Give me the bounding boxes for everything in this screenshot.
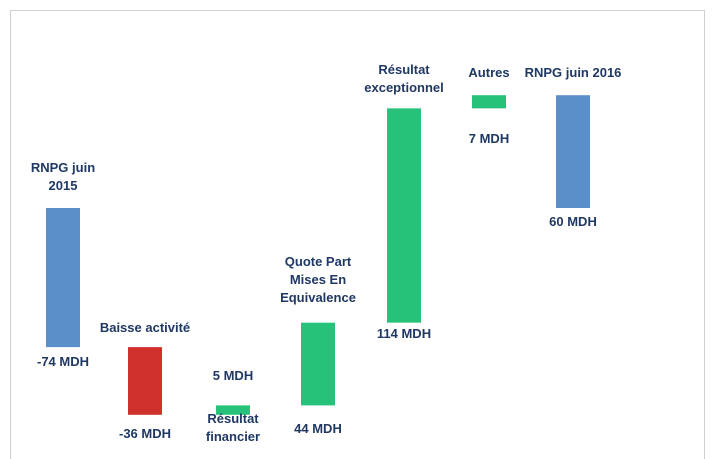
delta-bar: [387, 108, 421, 323]
value-label: 114 MDH: [376, 326, 432, 341]
category-label: RNPG juin 2015: [30, 160, 96, 193]
total-bar: [46, 208, 80, 348]
value-label: -74 MDH: [36, 354, 89, 369]
delta-bar: [216, 405, 250, 415]
value-label: 7 MDH: [468, 131, 510, 146]
value-label: 5 MDH: [212, 368, 254, 383]
category-label: Résultat financier: [205, 411, 261, 444]
value-label: 44 MDH: [294, 421, 342, 436]
value-label: -36 MDH: [118, 426, 171, 441]
delta-bar: [128, 347, 162, 415]
category-label: RNPG juin 2016: [524, 65, 622, 80]
category-label: Quote Part Mises En Equivalence: [280, 254, 356, 305]
total-bar: [556, 95, 590, 208]
chart-frame: [10, 10, 705, 459]
category-label: Baisse activité: [99, 320, 191, 335]
delta-bar: [472, 95, 506, 109]
delta-bar: [301, 322, 335, 406]
value-label: 60 MDH: [549, 214, 597, 229]
category-label: Autres: [468, 65, 510, 80]
category-label: Résultat exceptionnel: [364, 62, 444, 95]
